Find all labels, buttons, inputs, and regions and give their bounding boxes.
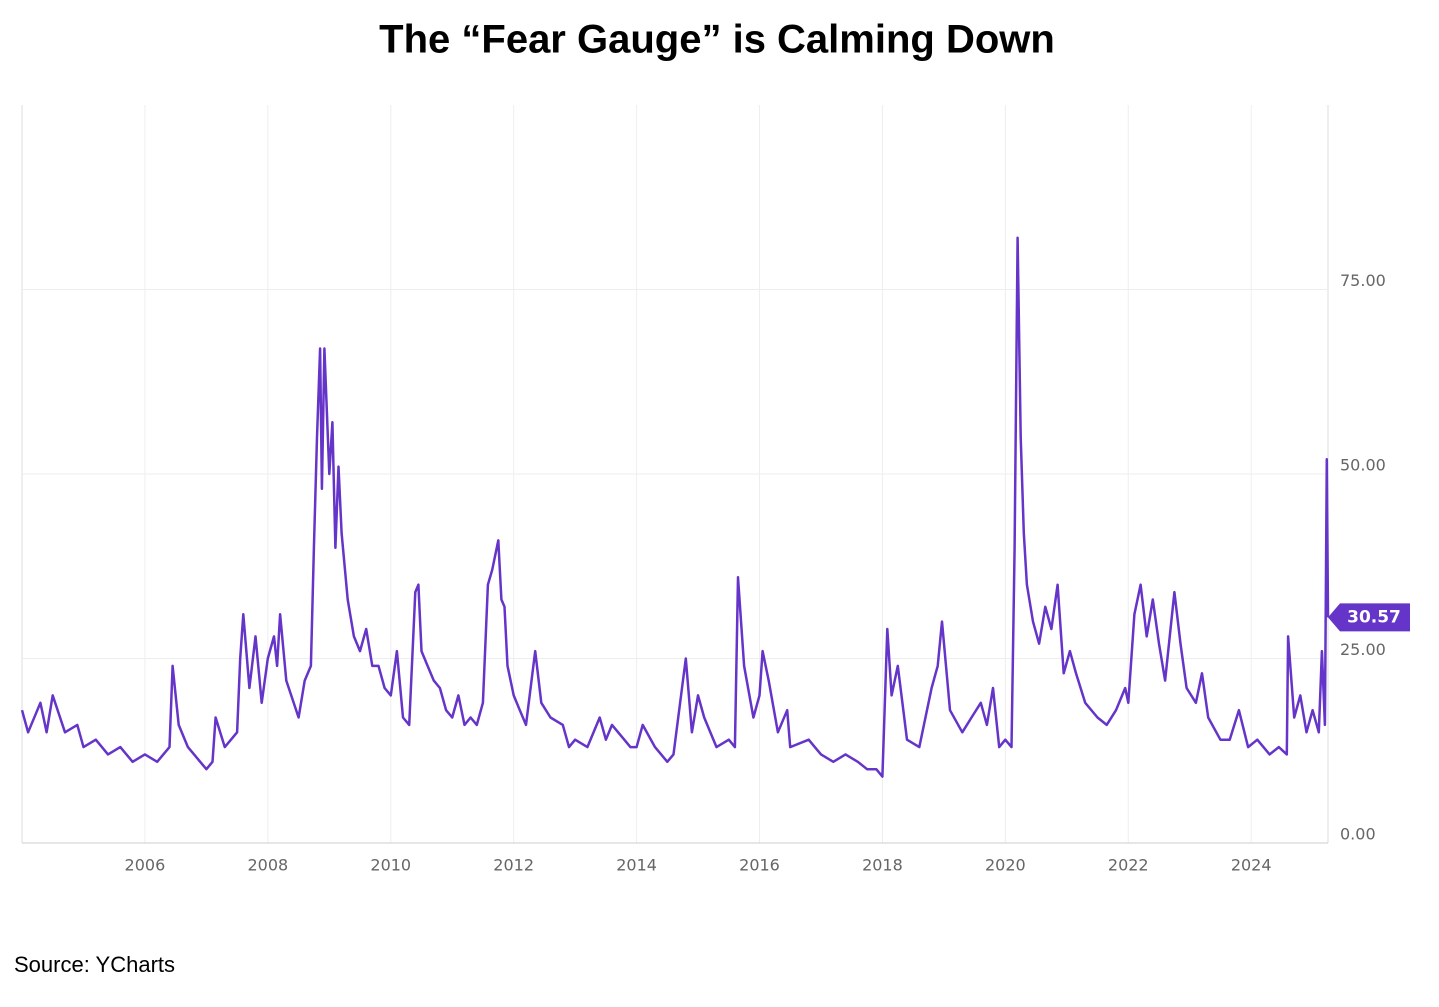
y-tick-label: 75.00	[1340, 271, 1386, 290]
y-tick-label: 0.00	[1340, 825, 1376, 844]
x-tick-label: 2008	[247, 856, 288, 875]
x-tick-label: 2016	[739, 856, 780, 875]
source: Source: YCharts	[14, 952, 175, 977]
series-line	[20, 236, 1330, 778]
x-tick-label: 2024	[1231, 856, 1272, 875]
x-tick-label: 2006	[125, 856, 166, 875]
x-tick-label: 2022	[1108, 856, 1149, 875]
x-tick-label: 2020	[985, 856, 1026, 875]
x-tick-label: 2014	[616, 856, 657, 875]
last-value-tag	[1328, 603, 1410, 632]
y-tick-label: 25.00	[1340, 640, 1386, 659]
last-value-label: 30.57	[1347, 607, 1401, 627]
x-tick-label: 2018	[862, 856, 903, 875]
x-tick-label: 2010	[370, 856, 411, 875]
y-tick-label: 50.00	[1340, 456, 1386, 475]
x-tick-label: 2012	[493, 856, 534, 875]
chart-title: The “Fear Gauge” is Calming Down	[379, 18, 1055, 62]
